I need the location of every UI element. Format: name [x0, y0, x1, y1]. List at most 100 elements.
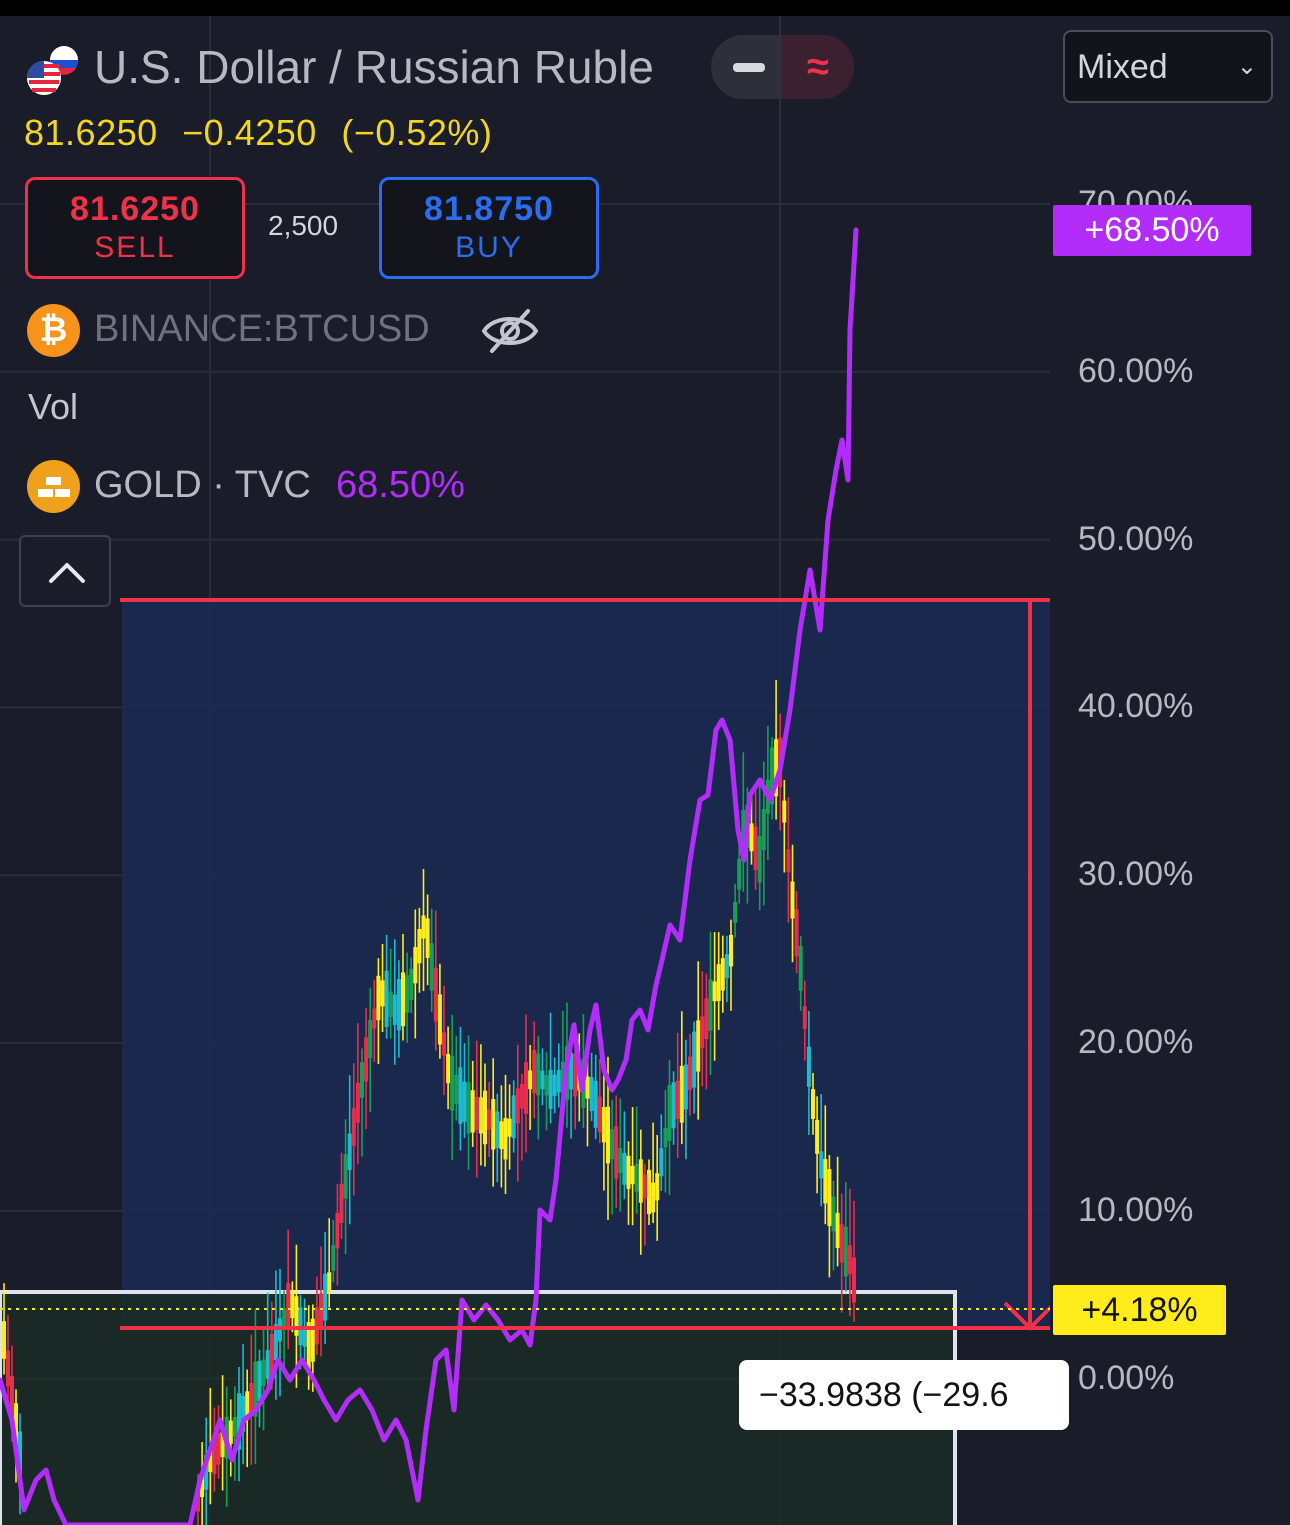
candle-body: [642, 1174, 647, 1199]
candle-body: [495, 1111, 500, 1148]
candle-body: [10, 1376, 14, 1418]
candle-body: [540, 1070, 545, 1090]
candle-body: [798, 946, 803, 991]
candle-body: [437, 994, 442, 1045]
candle-body: [794, 909, 799, 957]
candle-body: [462, 1081, 467, 1122]
candle-body: [749, 823, 754, 852]
candle-body: [729, 934, 733, 967]
candle-body: [536, 1053, 541, 1096]
candle-body: [269, 1333, 274, 1376]
price-axis-label: 50.00%: [1078, 519, 1194, 558]
candle-body: [659, 1148, 664, 1177]
candle-body: [421, 915, 426, 939]
approx-icon[interactable]: ≈: [782, 35, 854, 99]
candles-series: [2, 680, 856, 1525]
candle-body: [647, 1169, 651, 1215]
buy-button[interactable]: 81.8750 BUY: [379, 177, 599, 279]
eye-off-icon[interactable]: [480, 303, 540, 359]
candle-body: [388, 991, 393, 1017]
candle-body: [634, 1163, 639, 1192]
candle-body: [610, 1129, 615, 1160]
scale-select[interactable]: Mixed ⌄: [1063, 30, 1273, 103]
price-axis-label: 40.00%: [1078, 687, 1194, 726]
buy-label: BUY: [455, 231, 523, 264]
sell-price: 81.6250: [70, 190, 200, 228]
candle-body: [651, 1182, 656, 1213]
candle-body: [737, 858, 742, 890]
candle-body: [544, 1075, 549, 1096]
chart-mode-toggle[interactable]: ≈: [711, 35, 854, 99]
status-bar: [0, 0, 1290, 16]
candle-body: [532, 1049, 537, 1094]
candle-body: [450, 1055, 455, 1111]
candle-body: [515, 1088, 520, 1124]
candle-body: [409, 968, 414, 1001]
candle-body: [622, 1152, 627, 1185]
sell-button[interactable]: 81.6250 SELL: [25, 177, 245, 279]
symbol-title[interactable]: U.S. Dollar / Russian Ruble: [94, 41, 654, 93]
collapse-legend-button[interactable]: [19, 535, 111, 607]
candle-body: [757, 835, 762, 883]
candle-body: [511, 1095, 516, 1139]
candle-body: [405, 975, 410, 1013]
candle-body: [790, 881, 795, 919]
candle-body: [679, 1065, 684, 1123]
candle-body: [663, 1128, 668, 1148]
candle-body: [294, 1296, 299, 1336]
candle-body: [216, 1432, 221, 1465]
price-change-percent: (−0.52%): [341, 112, 493, 153]
candle-body: [339, 1183, 344, 1223]
candle-body: [249, 1382, 254, 1412]
candle-body: [601, 1107, 606, 1143]
candle-body: [806, 1046, 811, 1087]
btc-legend-label[interactable]: BINANCE:BTCUSD: [94, 308, 430, 350]
candle-body: [396, 979, 401, 1031]
measure-tool-label[interactable]: −33.9838 (−29.6: [739, 1360, 1069, 1430]
measure-arrow-head: [1003, 1301, 1057, 1331]
candle-body: [310, 1318, 315, 1362]
candle-body: [724, 954, 729, 979]
price-axis-panel[interactable]: [1050, 16, 1290, 1525]
candle-body: [774, 739, 779, 797]
gold-legend-label[interactable]: GOLD · TVC: [94, 464, 311, 506]
gold-line-series: [0, 227, 859, 1525]
candle-body: [245, 1391, 250, 1420]
candle-body: [675, 1080, 680, 1119]
scale-select-value: Mixed: [1077, 48, 1168, 86]
candle-body: [782, 800, 787, 823]
candle-body: [454, 1074, 459, 1104]
candle-body: [323, 1273, 328, 1321]
candle-body: [593, 1080, 598, 1128]
candle-body: [712, 981, 717, 1002]
candle-body: [831, 1196, 836, 1232]
candle-body: [720, 958, 725, 991]
candle-body: [683, 1064, 688, 1110]
candle-body: [425, 918, 430, 958]
volume-legend-label[interactable]: Vol: [28, 386, 79, 427]
price-axis-label: 20.00%: [1078, 1023, 1194, 1061]
candle-body: [843, 1226, 848, 1277]
chevron-up-icon: [49, 563, 85, 583]
candle-body: [200, 1474, 205, 1498]
candle-body: [655, 1173, 660, 1201]
price-change: −0.4250: [182, 112, 317, 153]
price-axis-label: 30.00%: [1078, 855, 1194, 894]
candle-body: [442, 1032, 446, 1056]
candle-body: [413, 947, 418, 984]
candle-body: [241, 1396, 246, 1432]
usd-rub-flag-icon: [27, 46, 78, 95]
candle-body: [392, 994, 397, 1025]
candle-body: [606, 1106, 610, 1164]
candle-body: [827, 1169, 832, 1227]
candle-body: [273, 1324, 278, 1361]
candle-body: [503, 1117, 508, 1160]
candle-body: [232, 1416, 237, 1437]
candle-body: [811, 1089, 815, 1119]
candle-body: [368, 1019, 373, 1059]
candle-body: [6, 1350, 10, 1387]
candle-body: [552, 1074, 557, 1096]
gold-legend-value: 68.50%: [336, 464, 465, 506]
minus-icon[interactable]: [733, 63, 765, 72]
candle-body: [286, 1283, 291, 1328]
